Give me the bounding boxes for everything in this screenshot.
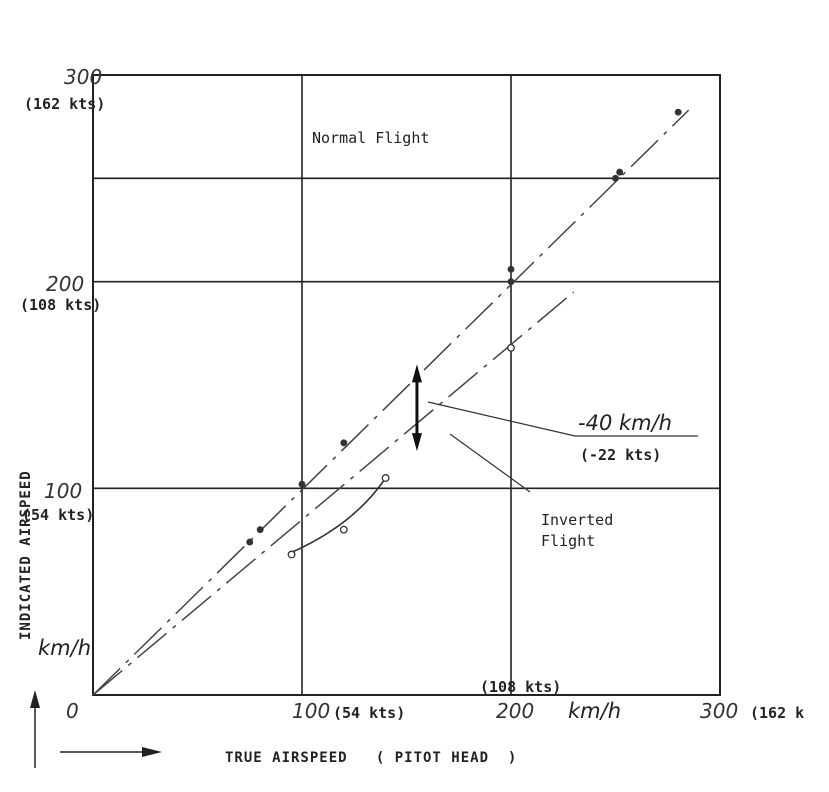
series-line-inverted-flight <box>92 291 575 696</box>
y-tick-sub-300: (162 kts) <box>24 95 105 113</box>
data-point-normal-7 <box>616 168 624 176</box>
y-direction-arrow <box>30 690 40 768</box>
data-point-inverted-3 <box>507 343 515 352</box>
x-tick-sub-100: (54 kts) <box>333 704 405 722</box>
series-label-inverted-flight-line1: Inverted <box>541 511 613 529</box>
x-annotation-108-kts: (108 kts) <box>480 678 561 696</box>
delta-arrow-bottom <box>411 433 422 452</box>
data-point-normal-8 <box>674 108 682 116</box>
series-curve-inverted-flight <box>291 477 387 554</box>
y-tick-label-100: 100 <box>44 479 82 503</box>
y-tick-sub-200: (108 kts) <box>20 296 101 314</box>
y-unit-label: km/h <box>38 636 91 660</box>
data-point-inverted-0 <box>287 550 296 559</box>
data-point-normal-0 <box>246 538 254 546</box>
delta-arrow-top <box>411 364 422 383</box>
data-points <box>246 108 682 559</box>
data-point-normal-3 <box>340 439 348 447</box>
data-point-normal-1 <box>256 526 264 534</box>
x-tick-label-300: 300 <box>700 699 738 723</box>
x-direction-arrow <box>60 747 162 757</box>
data-point-normal-4 <box>507 278 515 286</box>
inverted-leader-line <box>449 433 531 493</box>
x-tick-label-200: 200 <box>496 699 534 723</box>
plot-frame <box>92 74 721 696</box>
data-point-normal-2 <box>298 480 306 488</box>
y-axis-title: INDICATED AIRSPEED <box>18 470 34 640</box>
x-tick-label-0: 0 <box>66 699 79 723</box>
data-point-normal-6 <box>612 174 619 182</box>
x-unit-label: km/h <box>568 699 621 723</box>
series-line-normal-flight <box>92 109 690 696</box>
data-point-inverted-1 <box>339 525 348 534</box>
x-tick-sub-300: (162 k <box>750 704 804 722</box>
series-label-inverted-flight-line2: Flight <box>541 532 595 550</box>
y-tick-sub-100: (54 kts) <box>22 506 94 524</box>
y-tick-label-300: 300 <box>64 65 102 89</box>
delta-kts-label: (-22 kts) <box>580 446 661 464</box>
series-label-normal-flight: Normal Flight <box>312 129 429 147</box>
y-tick-label-200: 200 <box>46 272 84 296</box>
delta-label: -40 km/h <box>578 411 672 435</box>
x-axis-title: TRUE AIRSPEED ( PITOT HEAD ) <box>225 750 517 766</box>
delta-annotation: -40 km/h (-22 kts) <box>411 364 698 464</box>
data-point-inverted-2 <box>381 474 390 482</box>
data-point-normal-5 <box>507 265 515 273</box>
delta-leader-line <box>427 401 576 437</box>
x-tick-label-100: 100 <box>292 699 330 723</box>
